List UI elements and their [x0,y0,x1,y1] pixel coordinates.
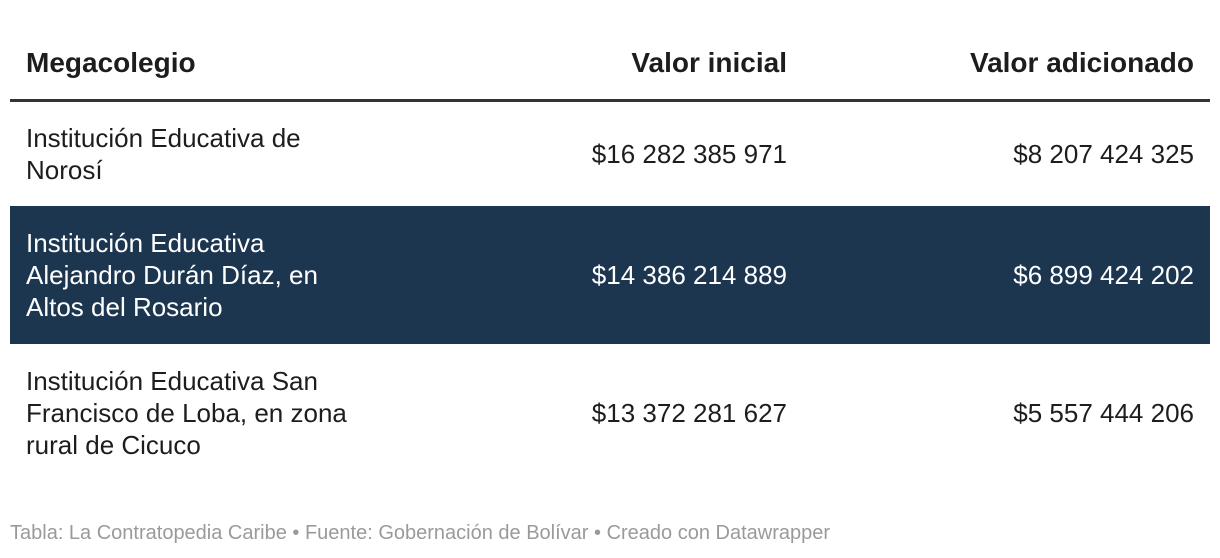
cell: $6 899 424 202 [1013,260,1194,290]
table-header: Megacolegio Valor inicial Valor adiciona… [10,0,1210,102]
cell: $16 282 385 971 [591,139,787,169]
table-row: Institución Educativa Alejandro Durán Dí… [10,206,1210,344]
table: Megacolegio Valor inicial Valor adiciona… [10,0,1210,482]
table-row: Institución Educativa de Norosí $16 282 … [10,102,1210,206]
header-cell: Valor inicial [631,46,787,78]
table-row: Institución Educativa San Francisco de L… [10,344,1210,482]
footer: Tabla: La Contratopedia Caribe • Fuente:… [10,522,831,544]
cell: $5 557 444 206 [1013,398,1194,428]
cell: Institución Educativa San Francisco de L… [26,366,347,460]
header-cell: Megacolegio [26,46,196,78]
cell: Institución Educativa Alejandro Durán Dí… [26,228,318,322]
cell: $13 372 281 627 [591,398,787,428]
cell: $14 386 214 889 [591,260,787,290]
cell: Institución Educativa de Norosí [26,123,301,185]
header-cell: Valor adicionado [969,46,1194,78]
cell: $8 207 424 325 [1013,139,1194,169]
